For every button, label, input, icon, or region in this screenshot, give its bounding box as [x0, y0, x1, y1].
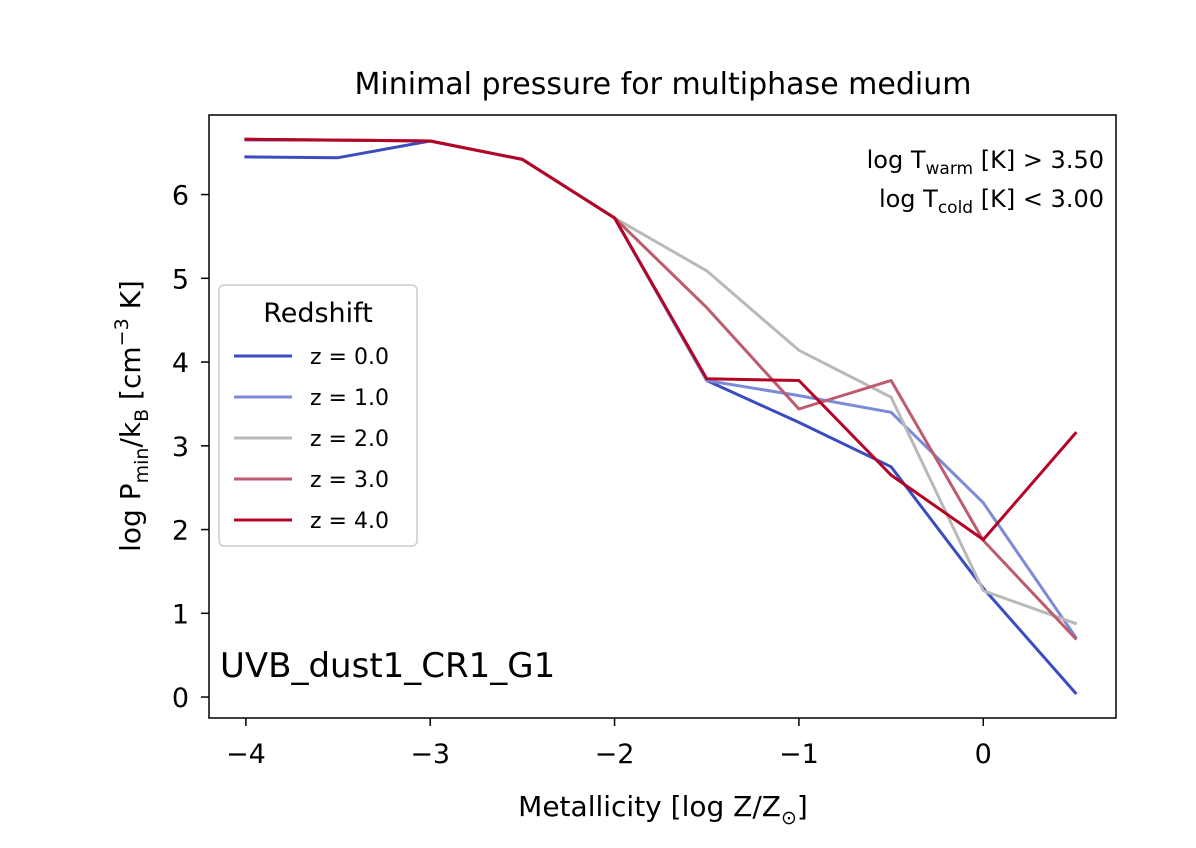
annotation-cold: log Tcold [K] < 3.00	[879, 185, 1104, 218]
y-tick-label: 3	[172, 432, 189, 463]
y-axis-label: log Pmin/kB [cm−3 K]	[111, 280, 153, 552]
legend-title: Redshift	[263, 298, 373, 329]
y-tick-label: 6	[172, 181, 189, 212]
series-layer	[244, 137, 1078, 696]
x-tick-label: 0	[975, 739, 992, 770]
legend-label: z = 3.0	[310, 468, 389, 493]
chart-title: Minimal pressure for multiphase medium	[355, 67, 972, 102]
y-tick-label: 0	[172, 683, 189, 714]
model-label: UVB_dust1_CR1_G1	[220, 646, 555, 686]
x-tick-label: −1	[779, 739, 819, 770]
x-axis-label: Metallicity [log Z/Z⊙]	[518, 790, 808, 829]
legend-box	[218, 284, 418, 547]
legend-label: z = 4.0	[310, 509, 389, 534]
y-tick-label: 2	[172, 516, 189, 547]
legend-label: z = 1.0	[310, 386, 389, 411]
y-tick-label: 5	[172, 264, 189, 295]
x-tick-label: −2	[595, 739, 635, 770]
annotation-warm: log Twarm [K] > 3.50	[867, 146, 1104, 179]
y-tick-label: 1	[172, 599, 189, 630]
series-line-z4	[244, 137, 1078, 542]
x-tick-label: −3	[410, 739, 450, 770]
x-axis: −4 −3 −2 −1 0	[226, 718, 992, 770]
y-tick-label: 4	[172, 348, 189, 379]
x-tick-label: −4	[226, 739, 266, 770]
legend-entries: z = 0.0 z = 1.0 z = 2.0 z = 3.0 z = 4.0	[234, 345, 389, 534]
y-axis: 0 1 2 3 4 5 6	[172, 181, 209, 714]
legend-label: z = 0.0	[310, 345, 389, 370]
legend: Redshift z = 0.0z = 1.0z = 2.0z = 3.0z =…	[218, 284, 418, 547]
plot-frame	[208, 114, 1117, 719]
legend-label: z = 2.0	[310, 427, 389, 452]
